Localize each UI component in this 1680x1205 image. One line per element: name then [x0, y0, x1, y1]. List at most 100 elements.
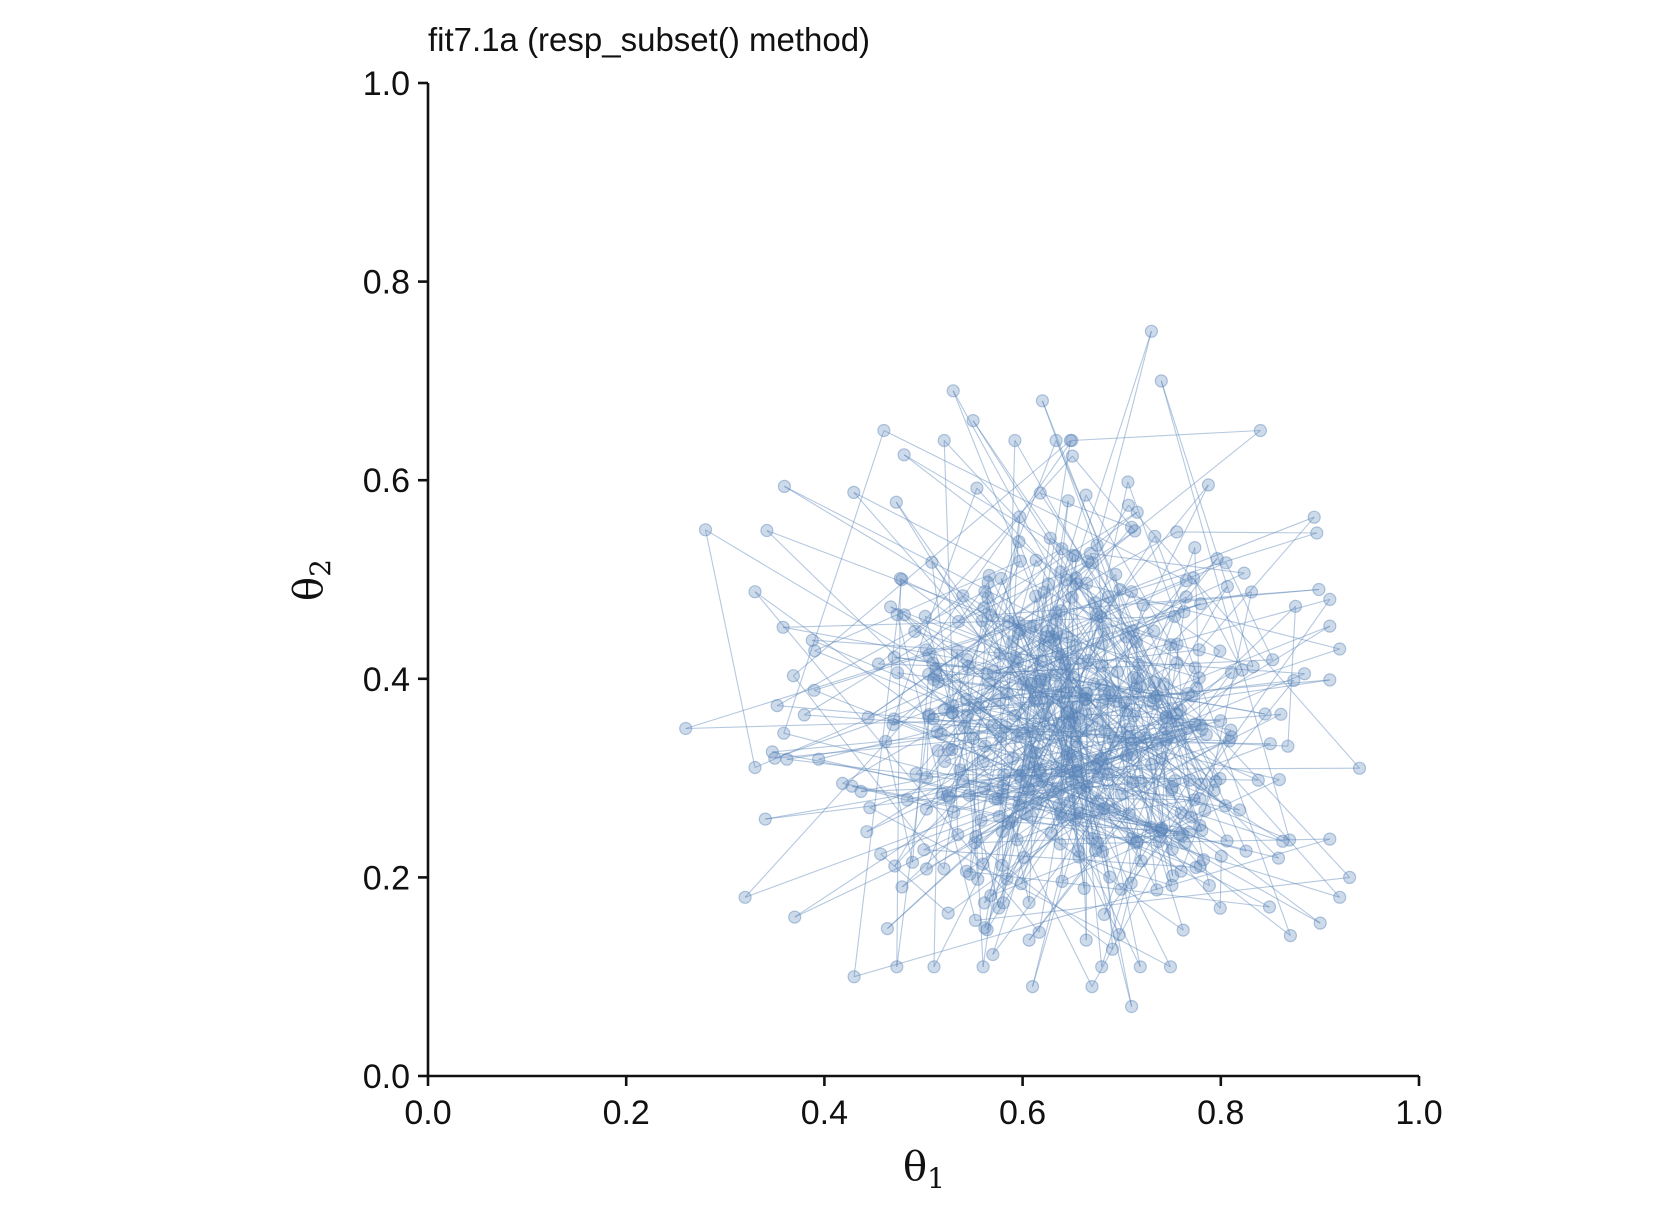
- chain-segment: [1062, 701, 1283, 842]
- data-point: [1006, 635, 1020, 649]
- data-point: [1079, 707, 1093, 721]
- data-point: [845, 779, 859, 793]
- chain-segment: [1160, 380, 1291, 841]
- chain-segment: [999, 653, 1004, 903]
- data-point: [1199, 727, 1213, 742]
- chain-segment: [1054, 598, 1330, 676]
- chain-segment: [1096, 545, 1116, 810]
- chain-segment: [923, 754, 1127, 851]
- chain-segment: [937, 681, 1240, 811]
- chain-segment: [880, 853, 949, 914]
- data-point: [992, 809, 1006, 824]
- data-point: [1113, 582, 1127, 597]
- chain-segment: [942, 793, 1162, 829]
- data-point: [1177, 836, 1192, 850]
- chain-segment: [998, 774, 1005, 817]
- data-point: [998, 719, 1013, 734]
- chain-segment: [794, 739, 1168, 918]
- chain-segment: [982, 484, 1209, 762]
- chain-segment: [894, 656, 1192, 697]
- data-point: [1035, 654, 1049, 668]
- data-point: [1094, 636, 1109, 650]
- chain-segment: [885, 487, 978, 742]
- chain-segment: [1014, 633, 1020, 658]
- chain-segment: [1073, 591, 1133, 724]
- data-point: [1056, 695, 1070, 710]
- data-point: [871, 657, 886, 671]
- data-point: [1037, 707, 1051, 721]
- data-point: [1323, 592, 1337, 607]
- data-point: [1033, 766, 1047, 780]
- chain-segment: [966, 785, 1088, 872]
- chain-segment: [1132, 630, 1174, 876]
- data-point: [1352, 761, 1367, 775]
- chain-segment: [1076, 756, 1111, 878]
- data-point: [1136, 598, 1150, 612]
- chain-segment: [1080, 787, 1321, 924]
- y-axis-ticks: 0.0 0.2 0.4 0.6 0.8 1.0: [363, 65, 428, 1096]
- data-point: [1091, 769, 1105, 783]
- chain-segment: [914, 455, 1073, 632]
- chain-segment: [1154, 536, 1185, 612]
- data-point: [1063, 794, 1077, 809]
- data-point: [1068, 686, 1083, 700]
- chain-segment: [1058, 695, 1193, 806]
- data-point: [805, 633, 819, 647]
- data-point: [1159, 711, 1173, 725]
- chain-segment: [1014, 440, 1215, 791]
- chain-segment: [1056, 633, 1138, 842]
- chain-segment: [1171, 779, 1190, 789]
- chain-segment: [981, 620, 1217, 782]
- data-point: [1185, 689, 1199, 703]
- chain-segment: [1031, 604, 1144, 987]
- chain-segment: [1176, 644, 1192, 818]
- data-point: [1063, 723, 1078, 738]
- chain-segment: [986, 577, 1077, 930]
- data-point: [1157, 677, 1171, 691]
- chain-segment: [890, 606, 1110, 694]
- data-point: [1105, 942, 1120, 956]
- chain-segment: [867, 562, 1093, 718]
- chain-segment: [1075, 771, 1175, 782]
- chain-segment: [906, 728, 1203, 801]
- data-point: [1096, 695, 1110, 709]
- chain-segment: [1016, 735, 1120, 935]
- chain-segment: [860, 785, 1004, 792]
- chain-segment: [783, 615, 1175, 628]
- data-point: [977, 896, 992, 910]
- chain-segment: [1017, 661, 1071, 802]
- chain-segment: [1071, 455, 1136, 532]
- data-point: [1150, 883, 1164, 897]
- chain-segment: [1086, 583, 1109, 775]
- data-point: [1109, 567, 1123, 582]
- data-point: [942, 790, 957, 805]
- chain-segment: [1040, 492, 1132, 528]
- data-point: [1069, 638, 1083, 653]
- data-point: [1098, 686, 1112, 700]
- data-point: [1130, 671, 1145, 685]
- data-point: [1266, 653, 1280, 667]
- chain-segment: [1052, 636, 1077, 694]
- chain-segment: [853, 838, 1330, 978]
- chain-segment: [1025, 767, 1097, 815]
- chain-segment: [1135, 641, 1139, 679]
- data-point: [950, 645, 964, 659]
- data-point: [1055, 542, 1069, 556]
- data-point: [1109, 695, 1123, 709]
- data-point: [1038, 672, 1052, 687]
- chain-segment: [793, 440, 1071, 677]
- chain-segment: [943, 440, 959, 835]
- data-point: [1012, 791, 1027, 805]
- data-point: [1138, 731, 1152, 745]
- data-point: [889, 495, 903, 509]
- chain-segment: [956, 651, 979, 880]
- data-point: [1028, 746, 1042, 760]
- data-point: [1251, 773, 1265, 787]
- data-point: [929, 662, 943, 676]
- data-point: [1213, 644, 1227, 658]
- data-point: [1081, 554, 1095, 568]
- data-point: [1040, 630, 1054, 644]
- chain-segment: [853, 491, 1196, 669]
- chain-segment: [786, 758, 1029, 789]
- chain-segment: [990, 787, 1082, 896]
